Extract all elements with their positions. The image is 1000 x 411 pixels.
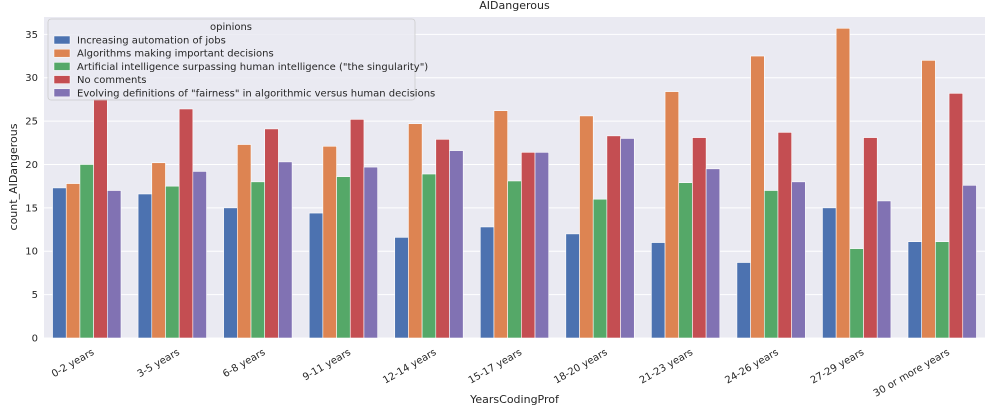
legend-label: No comments bbox=[77, 75, 147, 86]
bar bbox=[435, 139, 450, 339]
legend-label: Artificial intelligence surpassing human… bbox=[77, 62, 428, 73]
bar bbox=[479, 226, 495, 339]
bar bbox=[763, 190, 779, 339]
bar bbox=[449, 150, 464, 339]
legend-items: Increasing automation of jobs Algorithms … bbox=[53, 35, 435, 99]
legend-swatch bbox=[53, 75, 71, 84]
y-tick-label: 10 bbox=[25, 247, 38, 258]
bar bbox=[863, 137, 878, 339]
bar bbox=[493, 110, 508, 339]
x-tick-label: 9-11 years bbox=[301, 347, 353, 383]
bar bbox=[264, 128, 279, 339]
y-tick-label: 5 bbox=[32, 290, 38, 301]
chart-title: AIDangerous bbox=[479, 0, 550, 12]
y-tick-label: 35 bbox=[25, 30, 38, 41]
bar bbox=[907, 241, 922, 339]
bar bbox=[65, 183, 81, 339]
legend: opinions Increasing automation of jobs Al… bbox=[47, 18, 435, 101]
x-axis-label: YearsCodingProf bbox=[469, 393, 560, 406]
bar bbox=[678, 182, 693, 339]
x-axis-ticks: 0-2 years 3-5 years 6-8 years 9-11 years 12-… bbox=[50, 347, 952, 399]
legend-swatch bbox=[53, 88, 71, 98]
bar bbox=[93, 98, 108, 339]
bar bbox=[507, 180, 522, 339]
x-tick-label: 0-2 years bbox=[50, 347, 96, 380]
x-tick-label: 3-5 years bbox=[136, 347, 182, 380]
legend-swatch bbox=[53, 62, 71, 71]
bar bbox=[705, 168, 721, 339]
legend-label: Increasing automation of jobs bbox=[77, 36, 226, 47]
y-axis-label: count_AIDangerous bbox=[7, 123, 20, 230]
bar bbox=[349, 119, 365, 339]
bar bbox=[962, 185, 977, 339]
bar bbox=[791, 181, 806, 339]
bar bbox=[521, 152, 536, 339]
y-tick-label: 15 bbox=[25, 203, 38, 214]
bar bbox=[250, 181, 266, 339]
bar bbox=[935, 241, 950, 339]
bar bbox=[165, 185, 180, 339]
bars bbox=[52, 27, 977, 339]
y-tick-label: 30 bbox=[25, 73, 38, 84]
bar bbox=[948, 93, 964, 339]
x-tick-label: 18-20 years bbox=[552, 347, 609, 386]
bar bbox=[777, 132, 792, 339]
bar bbox=[876, 200, 892, 339]
bar bbox=[692, 137, 707, 339]
x-tick-label: 6-8 years bbox=[221, 347, 267, 380]
legend-swatch bbox=[53, 35, 71, 45]
bar bbox=[151, 162, 166, 339]
bar bbox=[223, 207, 238, 339]
bar bbox=[565, 233, 580, 339]
bar bbox=[137, 193, 153, 339]
bar bbox=[336, 176, 351, 339]
legend-title: opinions bbox=[210, 22, 252, 33]
legend-swatch bbox=[53, 48, 71, 58]
bar bbox=[835, 27, 851, 339]
x-tick-label: 12-14 years bbox=[381, 347, 438, 386]
bar bbox=[664, 91, 680, 339]
bar bbox=[921, 60, 936, 339]
bar bbox=[52, 187, 67, 339]
x-tick-label: 24-26 years bbox=[723, 347, 780, 386]
legend-label: Evolving definitions of "fairness" in al… bbox=[77, 88, 435, 99]
x-tick-label: 21-23 years bbox=[638, 347, 695, 386]
y-tick-label: 20 bbox=[25, 160, 38, 171]
bar bbox=[579, 115, 594, 339]
bar bbox=[394, 237, 409, 339]
x-tick-label: 30 or more years bbox=[872, 347, 952, 399]
bar bbox=[363, 166, 378, 339]
y-tick-label: 0 bbox=[32, 334, 38, 345]
bar bbox=[421, 173, 437, 339]
bar bbox=[620, 138, 635, 339]
bar bbox=[192, 171, 207, 339]
x-tick-label: 15-17 years bbox=[467, 347, 524, 386]
bar bbox=[592, 198, 608, 339]
bar bbox=[79, 164, 94, 339]
bar bbox=[408, 123, 423, 339]
legend-label: Algorithms making important decisions bbox=[77, 49, 274, 60]
bar bbox=[849, 248, 864, 339]
bar bbox=[606, 135, 621, 339]
bar bbox=[736, 262, 751, 339]
legend-box bbox=[47, 18, 416, 101]
bar bbox=[651, 242, 666, 339]
bar bbox=[107, 190, 122, 339]
bar bbox=[534, 152, 550, 339]
y-tick-label: 25 bbox=[25, 117, 38, 128]
y-axis-ticks: 0 5 10 15 20 25 30 35 bbox=[25, 30, 38, 345]
bar bbox=[322, 145, 337, 339]
bar bbox=[178, 108, 194, 339]
bar bbox=[278, 161, 293, 339]
bar bbox=[308, 212, 324, 339]
bar bbox=[237, 144, 252, 339]
bar bbox=[750, 55, 765, 339]
bar bbox=[822, 207, 837, 339]
x-tick-label: 27-29 years bbox=[809, 347, 866, 386]
